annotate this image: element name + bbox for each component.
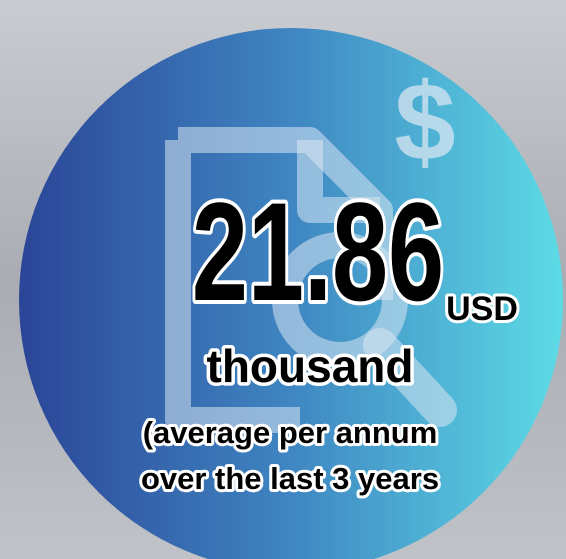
unit: USD (446, 290, 518, 328)
magnitude: thousand (207, 340, 414, 392)
note-line: (average per annum (143, 415, 438, 450)
note-line: over the last 3 years (141, 461, 439, 496)
infographic: $ 21.86 USD thousand (average per annum … (0, 0, 566, 559)
dollar-icon: $ (394, 61, 455, 184)
figure: 21.86 (192, 174, 444, 330)
